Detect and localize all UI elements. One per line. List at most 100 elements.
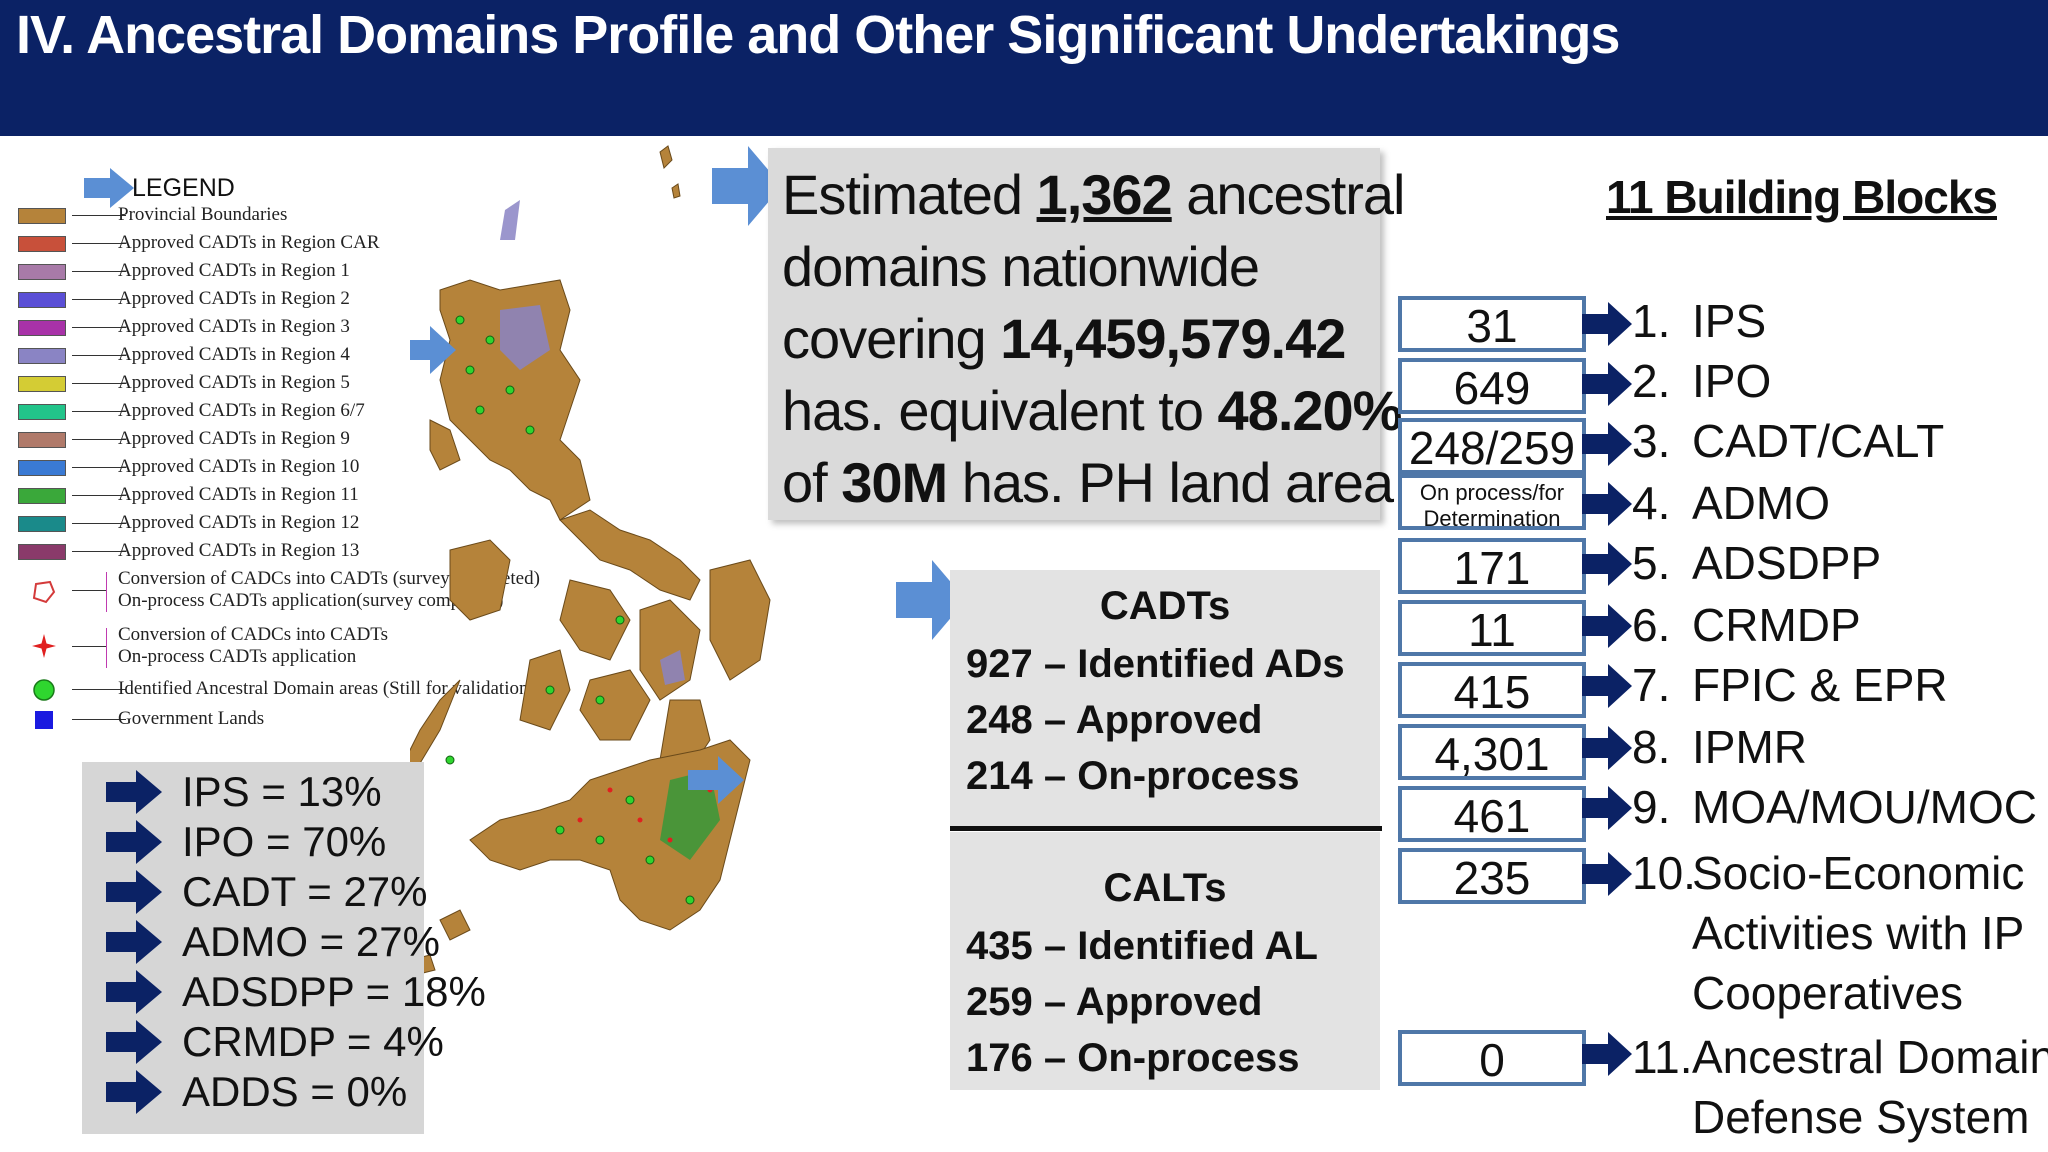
legend-item: Approved CADTs in Region 2 <box>14 288 574 312</box>
building-block-item: 8. IPMR <box>1632 721 1807 773</box>
legend-item: Approved CADTs in Region 4 <box>14 344 574 368</box>
navy-arrow-icon <box>1582 422 1632 466</box>
value-box: 31 <box>1398 296 1586 352</box>
panel-divider <box>950 826 1382 831</box>
navy-arrow-icon <box>1582 604 1632 648</box>
building-block-item: 4. ADMO <box>1632 477 1830 529</box>
building-block-item: 9. MOA/MOU/MOC <box>1632 781 2037 833</box>
calts-line: 176 – On-process <box>966 1036 1300 1080</box>
navy-arrow-icon <box>1582 786 1632 830</box>
calts-title: CALTs <box>1103 866 1227 910</box>
navy-arrow-icon <box>26 774 27 775</box>
legend-item: Approved CADTs in Region 11 <box>14 484 574 508</box>
navy-arrow-icon <box>1582 852 1632 896</box>
legend-title: LEGEND <box>132 174 235 202</box>
value-box: 461 <box>1398 786 1586 842</box>
value-box: 415 <box>1398 662 1586 718</box>
estimate-line: covering 14,459,579.42 <box>782 307 1346 370</box>
building-block-item: 3. CADT/CALT <box>1632 415 1945 467</box>
value-box: 0 <box>1398 1030 1586 1086</box>
cadts-line: 927 – Identified ADs <box>966 642 1345 686</box>
map-arrow-icon <box>688 756 744 804</box>
legend-item: Approved CADTs in Region 3 <box>14 316 574 340</box>
blue-square-icon <box>35 711 53 729</box>
percentage-row: IPO = 70% <box>82 818 502 868</box>
legend-item: Conversion of CADCs into CADTs On-proces… <box>14 624 574 672</box>
slide-header: IV. Ancestral Domains Profile and Other … <box>0 0 2048 136</box>
value-box: 4,301 <box>1398 724 1586 780</box>
estimate-line: domains nationwide <box>782 235 1260 298</box>
building-blocks-title: 11 Building Blocks <box>1606 171 1998 223</box>
navy-arrow-icon <box>1582 1032 1632 1076</box>
calts-line: 435 – Identified AL <box>966 924 1318 968</box>
navy-arrow-icon <box>106 870 162 914</box>
navy-arrow-icon <box>1582 482 1632 526</box>
legend-item: Approved CADTs in Region 12 <box>14 512 574 536</box>
legend-item: Approved CADTs in Region 5 <box>14 372 574 396</box>
value-box: 11 <box>1398 600 1586 656</box>
red-star-icon <box>32 634 56 658</box>
map-arrow-icon <box>410 326 456 374</box>
estimate-line: has. equivalent to 48.20% <box>782 379 1402 442</box>
value-box: 649 <box>1398 358 1586 414</box>
legend-item: Government Lands <box>14 708 574 732</box>
cadts-line: 248 – Approved <box>966 698 1263 742</box>
estimate-line: Estimated 1,362 ancestral <box>782 163 1405 226</box>
legend-item: Approved CADTs in Region CAR <box>14 232 574 256</box>
percentage-panel: IPS = 13% IPO = 70% CADT = 27% ADMO = 27… <box>82 762 486 1134</box>
legend-item: Approved CADTs in Region 10 <box>14 456 574 480</box>
percentage-row: IPS = 13% <box>82 768 502 818</box>
percentage-row: ADSDPP = 18% <box>82 968 502 1018</box>
navy-arrow-icon <box>1582 726 1632 770</box>
building-block-item: 11.Ancestral Domain <box>1632 1031 2048 1083</box>
navy-arrow-icon <box>1582 542 1632 586</box>
value-box: 235 <box>1398 848 1586 904</box>
polygon-outline-icon <box>32 580 56 604</box>
estimate-panel: Estimated 1,362 ancestral domains nation… <box>768 148 1405 520</box>
navy-arrow-icon <box>1582 302 1632 346</box>
building-block-item: 10.Socio-Economic <box>1632 847 2025 899</box>
calts-panel: CALTs 435 – Identified AL 259 – Approved… <box>950 832 1380 1090</box>
percentage-row: CADT = 27% <box>82 868 502 918</box>
building-block-item-continued: Activities with IP <box>1692 907 2025 959</box>
value-box: 171 <box>1398 538 1586 594</box>
navy-arrow-icon <box>106 1070 162 1114</box>
cadts-line: 214 – On-process <box>966 754 1300 798</box>
legend-arrow-icon <box>84 168 134 208</box>
legend-item: Conversion of CADCs into CADTs (survey c… <box>14 568 574 616</box>
slide-title: IV. Ancestral Domains Profile and Other … <box>16 5 1620 65</box>
building-block-item-continued: Cooperatives <box>1692 967 1964 1019</box>
percentage-row: ADMO = 27% <box>82 918 502 968</box>
percentage-row: ADDS = 0% <box>82 1068 502 1118</box>
legend-item: Identified Ancestral Domain areas (Still… <box>14 678 574 702</box>
philippines-map-image <box>410 145 771 976</box>
percentage-row: CRMDP = 4% <box>82 1018 502 1068</box>
legend-item: Approved CADTs in Region 6/7 <box>14 400 574 424</box>
navy-arrow-icon <box>106 820 162 864</box>
value-box: 248/259 <box>1398 418 1586 474</box>
navy-arrow-icon <box>1582 664 1632 708</box>
navy-arrow-icon <box>106 770 162 814</box>
estimate-line: of 30M has. PH land area <box>782 451 1394 514</box>
navy-arrow-icon <box>106 920 162 964</box>
cadts-title: CADTs <box>1099 584 1231 628</box>
navy-arrow-icon <box>106 970 162 1014</box>
legend-item: Approved CADTs in Region 9 <box>14 428 574 452</box>
building-block-item: 5. ADSDPP <box>1632 537 1882 589</box>
calts-line: 259 – Approved <box>966 980 1263 1024</box>
cadts-panel: CADTs 927 – Identified ADs 248 – Approve… <box>950 570 1380 828</box>
building-block-item: 7. FPIC & EPR <box>1632 659 1948 711</box>
navy-arrow-icon <box>106 1020 162 1064</box>
building-block-item: 6. CRMDP <box>1632 599 1861 651</box>
navy-arrow-icon <box>1582 362 1632 406</box>
green-dot-icon <box>33 679 55 701</box>
building-block-item: 1. IPS <box>1632 295 1767 347</box>
cadts-arrow-icon <box>896 560 966 640</box>
value-box: On process/for Determination <box>1398 474 1586 531</box>
building-block-item: 2. IPO <box>1632 355 1772 407</box>
legend-item: Provincial Boundaries <box>14 204 574 228</box>
estimate-arrow-icon <box>712 146 782 226</box>
legend-item: Approved CADTs in Region 1 <box>14 260 574 284</box>
building-block-item-continued: Defense System <box>1692 1091 2030 1143</box>
legend-item: Approved CADTs in Region 13 <box>14 540 574 564</box>
